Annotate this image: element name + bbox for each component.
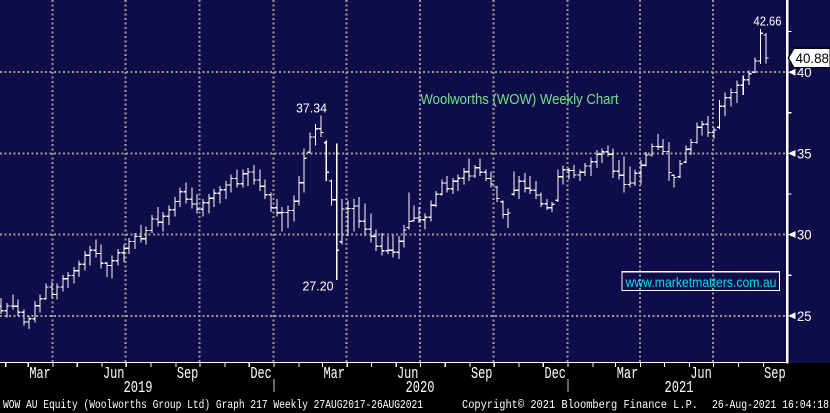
svg-text:Jun: Jun [103, 364, 125, 383]
svg-text:27.20: 27.20 [303, 279, 334, 294]
svg-text:42.66: 42.66 [754, 14, 782, 29]
svg-text:Dec: Dec [544, 364, 566, 383]
svg-text:www.marketmatters.com.au: www.marketmatters.com.au [625, 274, 777, 290]
svg-text:2020: 2020 [406, 378, 435, 397]
svg-text:Copyright© 2021 Bloomberg Fina: Copyright© 2021 Bloomberg Finance L.P. [462, 398, 698, 412]
svg-text:37.34: 37.34 [296, 101, 327, 116]
svg-text:Dec: Dec [250, 364, 272, 383]
svg-text:Sep: Sep [471, 364, 493, 383]
svg-text:Jun: Jun [690, 364, 712, 383]
svg-text:2019: 2019 [124, 378, 153, 397]
svg-text:25: 25 [797, 309, 812, 324]
svg-text:35: 35 [797, 146, 812, 161]
svg-text:30: 30 [797, 228, 812, 243]
svg-text:Woolworths (WOW) Weekly Chart: Woolworths (WOW) Weekly Chart [421, 92, 619, 108]
svg-text:Sep: Sep [177, 364, 199, 383]
svg-text:2021: 2021 [665, 378, 694, 397]
svg-text:26-Aug-2021 16:04:18: 26-Aug-2021 16:04:18 [712, 398, 829, 412]
svg-text:Sep: Sep [764, 364, 786, 383]
svg-text:40: 40 [797, 65, 812, 80]
svg-text:Mar: Mar [323, 364, 345, 383]
svg-text:40.88: 40.88 [796, 51, 830, 66]
svg-text:Mar: Mar [617, 364, 639, 383]
svg-text:Mar: Mar [29, 364, 51, 383]
svg-text:WOW AU Equity (Woolworths Grou: WOW AU Equity (Woolworths Group Ltd) Gra… [3, 398, 423, 412]
svg-text:Jun: Jun [397, 364, 419, 383]
